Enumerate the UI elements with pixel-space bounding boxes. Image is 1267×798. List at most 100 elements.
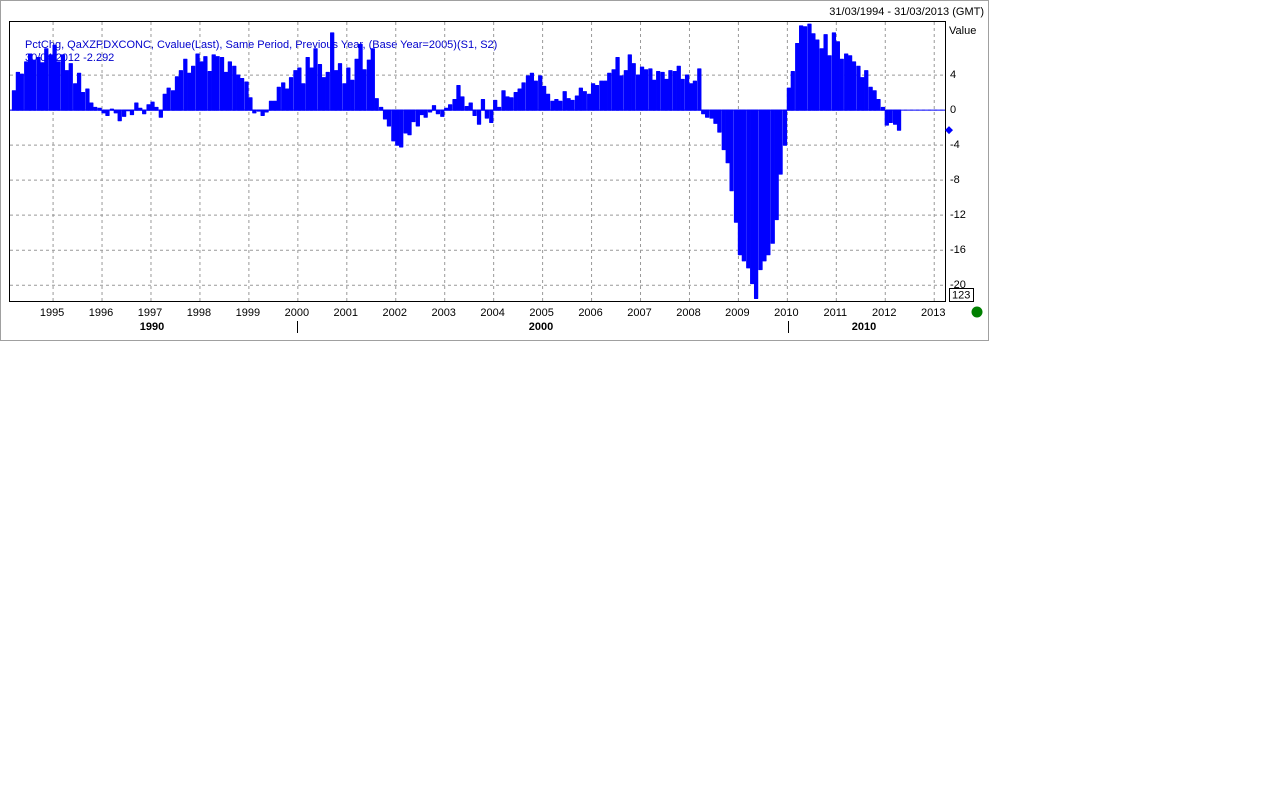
bar — [391, 109, 396, 142]
bar — [460, 96, 465, 111]
x-tick-label: 2012 — [872, 307, 896, 319]
bar — [183, 58, 188, 111]
bar — [321, 77, 326, 111]
x-tick-label: 2006 — [578, 307, 602, 319]
bar — [73, 83, 78, 111]
bar — [896, 109, 902, 131]
bar — [587, 93, 592, 111]
bar — [358, 43, 363, 111]
bar — [203, 56, 208, 111]
bar — [807, 23, 812, 111]
bar — [293, 70, 298, 111]
bar — [362, 69, 367, 111]
bar — [574, 95, 580, 111]
bar — [615, 56, 620, 111]
y-tick-label: 0 — [950, 104, 956, 116]
bar — [56, 61, 61, 111]
bar — [48, 54, 53, 111]
bar — [158, 109, 163, 118]
x-tick-label: 2009 — [725, 307, 749, 319]
bar — [648, 68, 653, 111]
bar — [676, 65, 681, 111]
bar — [566, 98, 571, 111]
bar — [692, 80, 698, 111]
bar — [333, 70, 339, 111]
bar — [24, 61, 29, 111]
bar — [525, 75, 531, 111]
bar — [134, 102, 139, 111]
bar — [325, 71, 330, 111]
bar — [627, 54, 632, 111]
bar — [313, 48, 318, 111]
bar — [741, 109, 746, 262]
y-tick-label: 4 — [950, 69, 956, 81]
bar — [713, 109, 718, 124]
bar — [599, 80, 604, 111]
bar — [403, 109, 408, 134]
bar — [619, 75, 624, 111]
decade-label: 2010 — [852, 321, 876, 333]
bar — [374, 98, 379, 111]
bar — [521, 82, 526, 111]
bar — [350, 79, 355, 111]
bar — [297, 67, 302, 111]
bar — [505, 96, 510, 111]
bar — [366, 59, 372, 111]
last-value-marker — [945, 126, 953, 135]
bar — [301, 83, 306, 111]
bar — [623, 70, 629, 111]
bar — [248, 97, 253, 111]
bar — [476, 109, 482, 125]
bar — [129, 109, 135, 116]
bar — [178, 70, 184, 111]
bar — [558, 100, 563, 111]
bar — [513, 91, 518, 111]
bar — [664, 78, 669, 111]
bar — [819, 48, 824, 111]
bar — [643, 69, 649, 111]
bar — [868, 86, 873, 111]
bar — [542, 85, 547, 111]
x-tick-label: 1998 — [187, 307, 211, 319]
y-tick-label: -20 — [950, 279, 966, 291]
bar — [856, 65, 861, 111]
bar — [150, 101, 155, 111]
bar — [717, 109, 722, 133]
bar — [117, 109, 122, 122]
bar — [660, 71, 665, 111]
bar — [733, 109, 739, 223]
y-axis-label: Value — [949, 25, 976, 37]
bar — [191, 65, 196, 111]
bar — [501, 90, 506, 111]
bar — [844, 53, 849, 111]
bar — [146, 104, 151, 111]
bar — [729, 109, 734, 192]
bar — [831, 32, 837, 111]
x-tick-label: 2001 — [334, 307, 358, 319]
bar — [223, 71, 229, 111]
bar — [36, 56, 41, 111]
bar — [44, 48, 49, 111]
bar — [342, 83, 347, 111]
bar — [80, 91, 86, 111]
bar — [452, 98, 457, 111]
bar — [337, 63, 343, 111]
bar — [876, 98, 881, 111]
bar — [590, 83, 596, 111]
bar — [370, 48, 375, 111]
bar — [330, 32, 335, 111]
y-tick-label: -8 — [950, 174, 960, 186]
bar — [346, 67, 351, 111]
bar — [40, 62, 45, 111]
decade-label: 2000 — [529, 321, 553, 333]
bar — [786, 87, 792, 111]
bar — [232, 65, 237, 111]
bar — [64, 70, 69, 111]
bar — [892, 109, 898, 125]
bar — [697, 68, 702, 111]
bar — [795, 42, 800, 111]
bar — [239, 77, 245, 111]
bar — [199, 61, 204, 111]
bar — [864, 70, 869, 111]
